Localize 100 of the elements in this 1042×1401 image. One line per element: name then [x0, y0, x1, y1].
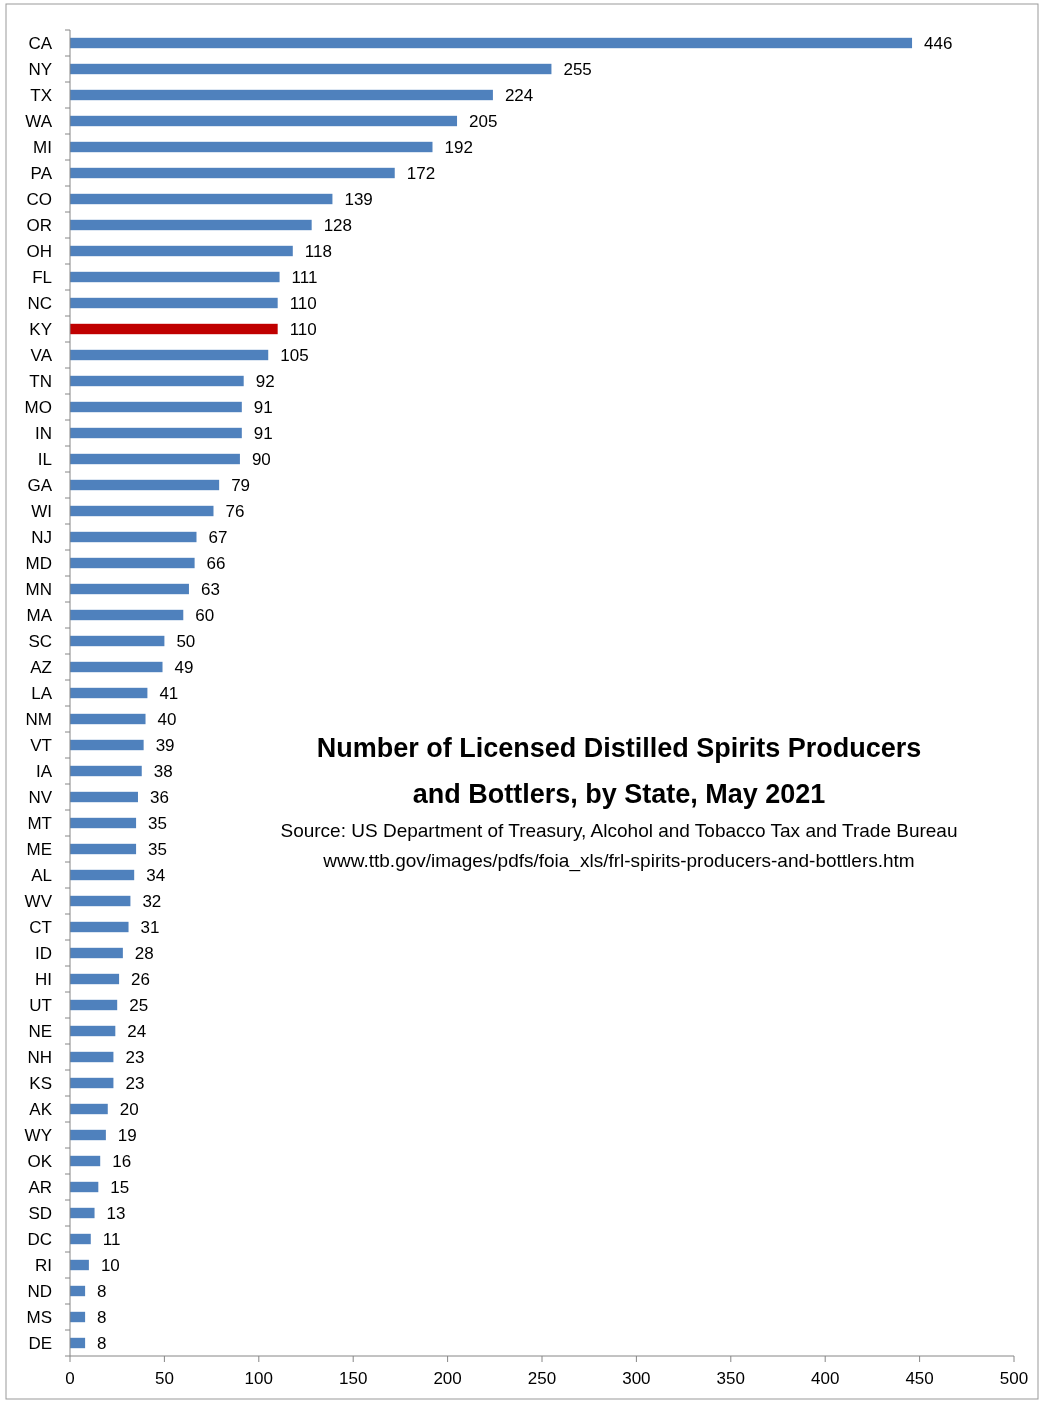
y-tick-label: VA [30, 345, 53, 365]
bar [70, 219, 312, 231]
y-tick-label: MT [27, 813, 52, 833]
data-label: 192 [444, 137, 473, 157]
bar [70, 583, 189, 595]
bar [70, 869, 135, 881]
x-tick-label: 500 [999, 1369, 1029, 1388]
y-tick-label: FL [32, 267, 52, 287]
data-label: 39 [155, 735, 175, 755]
bar [70, 973, 120, 985]
data-label: 41 [159, 683, 179, 703]
x-tick-label: 150 [339, 1369, 368, 1388]
y-tick-label: MN [25, 579, 52, 599]
y-tick-label: AZ [30, 657, 52, 677]
bar [70, 713, 146, 725]
data-label: 38 [153, 761, 173, 781]
y-tick-label: PA [30, 163, 53, 183]
bar [70, 375, 244, 387]
y-tick-label: SD [28, 1203, 52, 1223]
bar [70, 791, 138, 803]
y-tick-label: NV [28, 787, 53, 807]
bar [70, 687, 148, 699]
y-tick-label: UT [29, 995, 52, 1015]
bar [70, 245, 293, 257]
data-label: 139 [344, 189, 373, 209]
x-tick-label: 0 [65, 1369, 75, 1388]
data-label: 28 [134, 943, 154, 963]
y-tick-label: IL [37, 449, 52, 469]
y-tick-label: GA [27, 475, 53, 495]
bar [70, 1259, 89, 1271]
bar [70, 661, 163, 673]
x-tick-label: 200 [433, 1369, 462, 1388]
y-tick-label: NY [28, 59, 52, 79]
y-tick-label: MS [26, 1307, 52, 1327]
y-tick-label: NM [25, 709, 52, 729]
data-label: 172 [406, 163, 436, 183]
y-tick-label: ME [26, 839, 52, 859]
y-tick-label: ND [27, 1281, 52, 1301]
data-label: 19 [117, 1125, 137, 1145]
y-tick-label: MO [24, 397, 52, 417]
x-tick-label: 450 [905, 1369, 934, 1388]
data-label: 34 [146, 865, 166, 885]
y-tick-label: NC [27, 293, 52, 313]
x-tick-label: 400 [811, 1369, 840, 1388]
bar [70, 453, 240, 465]
bar [70, 609, 184, 621]
data-label: 49 [174, 657, 194, 677]
y-tick-label: NE [28, 1021, 52, 1041]
data-label: 36 [149, 787, 169, 807]
data-label: 128 [323, 215, 353, 235]
y-tick-label: MD [25, 553, 52, 573]
y-tick-label: IA [35, 761, 53, 781]
bar [70, 1103, 108, 1115]
y-tick-label: ID [35, 943, 52, 963]
bar [70, 505, 214, 517]
y-tick-label: HI [35, 969, 52, 989]
y-tick-label: MA [26, 605, 53, 625]
bar [70, 1051, 114, 1063]
y-tick-label: AK [29, 1099, 53, 1119]
bar [70, 1129, 106, 1141]
x-tick-label: 100 [244, 1369, 273, 1388]
data-label: 60 [195, 605, 215, 625]
data-label: 23 [125, 1073, 145, 1093]
y-tick-label: TN [29, 371, 52, 391]
y-tick-label: DE [28, 1333, 52, 1353]
data-label: 446 [924, 33, 953, 53]
bar [70, 1155, 101, 1167]
data-label: 32 [142, 891, 162, 911]
y-tick-label: CT [29, 917, 52, 937]
data-label: 8 [97, 1281, 107, 1301]
y-tick-label: VT [30, 735, 52, 755]
data-label: 110 [289, 319, 317, 339]
data-label: 91 [253, 423, 273, 443]
y-tick-label: NH [27, 1047, 52, 1067]
annotation: Source: US Department of Treasury, Alcohol and Tobacco Tax and Trade Bureau [280, 820, 958, 841]
bar [70, 1207, 95, 1219]
bar [70, 115, 458, 127]
bar [70, 479, 220, 491]
y-tick-label: AR [28, 1177, 52, 1197]
y-tick-label: WI [31, 501, 52, 521]
data-label: 205 [469, 111, 498, 131]
y-tick-label: LA [31, 683, 53, 703]
data-label: 118 [304, 241, 332, 261]
data-label: 10 [100, 1255, 120, 1275]
data-label: 25 [129, 995, 149, 1015]
data-label: 76 [225, 501, 245, 521]
data-label: 11 [102, 1229, 121, 1249]
bar [70, 193, 333, 205]
data-label: 16 [112, 1151, 132, 1171]
x-tick-label: 50 [154, 1369, 174, 1388]
text: Number of Licensed Distilled Spirits Producers and Bottlers, by State, May 2021 [316, 733, 922, 809]
bar [70, 141, 433, 153]
y-tick-label: WV [24, 891, 53, 911]
y-tick-label: MI [33, 137, 52, 157]
data-label: 8 [97, 1307, 107, 1327]
data-label: 90 [251, 449, 271, 469]
data-label: 26 [131, 969, 151, 989]
data-label: 224 [504, 85, 534, 105]
y-tick-label: IN [35, 423, 52, 443]
data-label: 24 [127, 1021, 147, 1041]
